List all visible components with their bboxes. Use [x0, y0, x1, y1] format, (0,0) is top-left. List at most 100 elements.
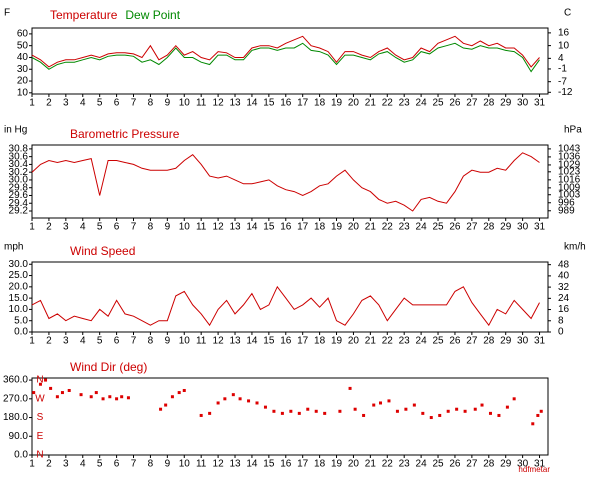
x-tick-label: 1 — [29, 336, 35, 347]
wind-dir-point — [231, 393, 235, 397]
y-tick-label: 90.0 — [9, 431, 29, 442]
x-tick-label: 12 — [213, 336, 225, 347]
y-tick-label: 10.0 — [9, 304, 29, 315]
wind-dir-point — [314, 409, 318, 413]
compass-label: N — [36, 450, 43, 461]
watermark: hdfmetar — [518, 465, 550, 474]
plot-frame — [31, 377, 549, 456]
wind-dir-point — [44, 378, 48, 382]
wind-dir-point — [177, 391, 181, 395]
x-tick-label: 12 — [213, 222, 225, 233]
x-tick-label: 11 — [196, 336, 207, 347]
y2-tick-label: 1003 — [558, 189, 581, 200]
x-tick-label: 12 — [213, 459, 225, 470]
y-axis-label: F — [4, 8, 10, 19]
x-tick-label: 9 — [165, 98, 171, 109]
wind-dir-point — [280, 411, 284, 415]
wind-dir-point — [539, 409, 543, 413]
x-tick-label: 28 — [483, 459, 495, 470]
wind-dir-point — [89, 395, 93, 399]
x-tick-label: 25 — [432, 459, 444, 470]
wind-dir-point — [247, 399, 251, 403]
x-tick-label: 11 — [196, 98, 207, 109]
y2-tick-label: 0 — [558, 327, 564, 338]
x-tick-label: 15 — [263, 98, 275, 109]
wind-dir-point — [32, 391, 36, 395]
x-tick-label: 8 — [148, 336, 154, 347]
wind-dir-point — [108, 395, 112, 399]
y-tick-label: 25.0 — [9, 270, 29, 281]
x-tick-label: 8 — [148, 222, 154, 233]
x-tick-label: 23 — [399, 459, 411, 470]
wind-dir-point — [263, 405, 267, 409]
x-tick-label: 5 — [97, 459, 103, 470]
x-tick-label: 5 — [97, 222, 103, 233]
y2-axis-label: C — [564, 8, 571, 19]
x-tick-label: 5 — [97, 336, 103, 347]
x-tick-label: 18 — [314, 222, 326, 233]
x-tick-label: 7 — [131, 336, 137, 347]
y-tick-label: 30.0 — [9, 259, 29, 270]
wind-dir-point — [120, 395, 124, 399]
x-tick-label: 2 — [46, 336, 52, 347]
y2-tick-label: 8 — [558, 315, 564, 326]
y2-tick-label: 24 — [558, 293, 570, 304]
data-line — [31, 152, 540, 212]
y-tick-label: 29.2 — [9, 206, 29, 217]
x-tick-label: 3 — [63, 459, 69, 470]
x-tick-label: 29 — [500, 336, 512, 347]
x-tick-label: 5 — [97, 98, 103, 109]
wind-dir-point — [488, 411, 492, 415]
x-tick-label: 18 — [314, 459, 326, 470]
y2-tick-label: -1 — [558, 64, 567, 75]
wind-dir-point — [199, 413, 203, 417]
y-axis-label: in Hg — [4, 125, 27, 136]
wind-dir-point — [480, 403, 484, 407]
x-tick-label: 23 — [399, 222, 411, 233]
compass-label: W — [35, 393, 45, 404]
x-tick-label: 21 — [365, 98, 377, 109]
wind-dir-point — [536, 413, 540, 417]
x-tick-label: 23 — [399, 336, 411, 347]
x-tick-label: 30 — [517, 459, 529, 470]
y2-axis-label: hPa — [564, 125, 582, 136]
wind-dir-point — [379, 401, 383, 405]
data-line — [31, 42, 540, 73]
x-tick-label: 7 — [131, 222, 137, 233]
x-tick-label: 24 — [416, 336, 428, 347]
x-tick-label: 25 — [432, 222, 444, 233]
y2-tick-label: 10 — [558, 40, 570, 51]
x-tick-label: 25 — [432, 98, 444, 109]
legend-label: Temperature — [50, 8, 118, 22]
wind-dir-point — [159, 407, 163, 411]
wind-dir-point — [531, 422, 535, 426]
x-tick-label: 11 — [196, 222, 207, 233]
wind-dir-point — [38, 382, 42, 386]
wind-dir-point — [438, 413, 442, 417]
x-tick-label: 28 — [483, 336, 495, 347]
x-tick-label: 3 — [63, 222, 69, 233]
y-tick-label: 29.6 — [9, 190, 29, 201]
x-tick-label: 26 — [449, 336, 461, 347]
x-tick-label: 17 — [297, 222, 309, 233]
y2-tick-label: 48 — [558, 259, 570, 270]
y-tick-label: 29.8 — [9, 182, 29, 193]
y2-axis-label: km/h — [564, 242, 586, 253]
wind-dir-point — [115, 397, 119, 401]
x-tick-label: 7 — [131, 98, 137, 109]
wind-dir-point — [387, 399, 391, 403]
x-tick-label: 30 — [517, 98, 529, 109]
y-tick-label: 20.0 — [9, 281, 29, 292]
wind-dir-point — [216, 401, 220, 405]
x-tick-label: 6 — [114, 336, 120, 347]
x-tick-label: 31 — [534, 336, 546, 347]
x-tick-label: 26 — [449, 98, 461, 109]
wind-dir-point — [223, 397, 227, 401]
wind-dir-point — [164, 403, 168, 407]
x-tick-label: 28 — [483, 98, 495, 109]
x-tick-label: 4 — [80, 98, 86, 109]
y-tick-label: 10 — [17, 87, 29, 98]
x-tick-label: 25 — [432, 336, 444, 347]
x-tick-label: 3 — [63, 98, 69, 109]
x-tick-label: 27 — [466, 98, 478, 109]
